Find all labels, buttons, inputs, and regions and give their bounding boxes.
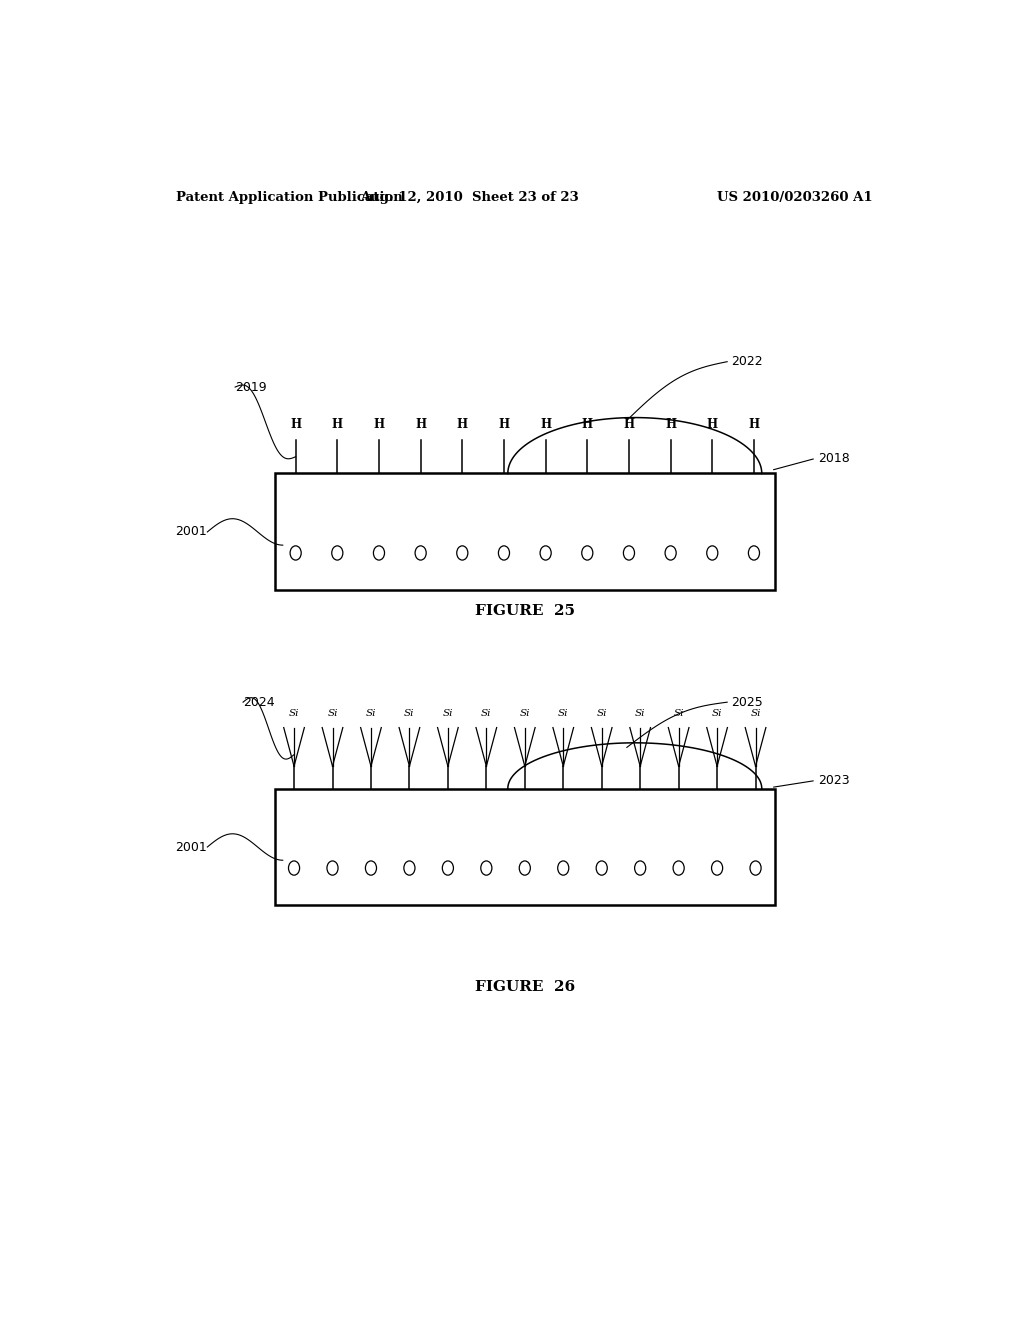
Text: H: H	[707, 418, 718, 432]
Text: Si: Si	[519, 709, 530, 718]
Text: FIGURE  26: FIGURE 26	[475, 979, 574, 994]
Text: 2025: 2025	[731, 696, 763, 709]
Text: H: H	[415, 418, 426, 432]
Text: Si: Si	[712, 709, 722, 718]
Text: H: H	[540, 418, 551, 432]
Text: 2019: 2019	[236, 380, 267, 393]
Text: Aug. 12, 2010  Sheet 23 of 23: Aug. 12, 2010 Sheet 23 of 23	[359, 190, 579, 203]
Text: Si: Si	[481, 709, 492, 718]
Text: Si: Si	[558, 709, 568, 718]
Text: Si: Si	[635, 709, 645, 718]
Text: Si: Si	[596, 709, 607, 718]
Text: H: H	[624, 418, 635, 432]
Text: Si: Si	[366, 709, 376, 718]
Text: Si: Si	[751, 709, 761, 718]
Text: 2022: 2022	[731, 355, 763, 368]
Text: Si: Si	[289, 709, 299, 718]
Text: Si: Si	[442, 709, 454, 718]
Text: H: H	[582, 418, 593, 432]
Text: 2023: 2023	[818, 774, 850, 787]
Text: H: H	[749, 418, 760, 432]
Text: 2001: 2001	[175, 525, 207, 539]
Text: US 2010/0203260 A1: US 2010/0203260 A1	[717, 190, 872, 203]
Text: Si: Si	[674, 709, 684, 718]
Text: H: H	[374, 418, 385, 432]
Text: H: H	[665, 418, 676, 432]
Text: Si: Si	[328, 709, 338, 718]
Text: H: H	[457, 418, 468, 432]
Text: H: H	[332, 418, 343, 432]
Text: 2001: 2001	[175, 841, 207, 854]
Text: FIGURE  25: FIGURE 25	[475, 603, 574, 618]
Text: Patent Application Publication: Patent Application Publication	[176, 190, 402, 203]
Bar	[274, 788, 775, 906]
Text: H: H	[499, 418, 510, 432]
Text: 2018: 2018	[818, 451, 850, 465]
Text: Si: Si	[404, 709, 415, 718]
Text: 2024: 2024	[243, 696, 274, 709]
Bar	[274, 474, 775, 590]
Text: H: H	[290, 418, 301, 432]
